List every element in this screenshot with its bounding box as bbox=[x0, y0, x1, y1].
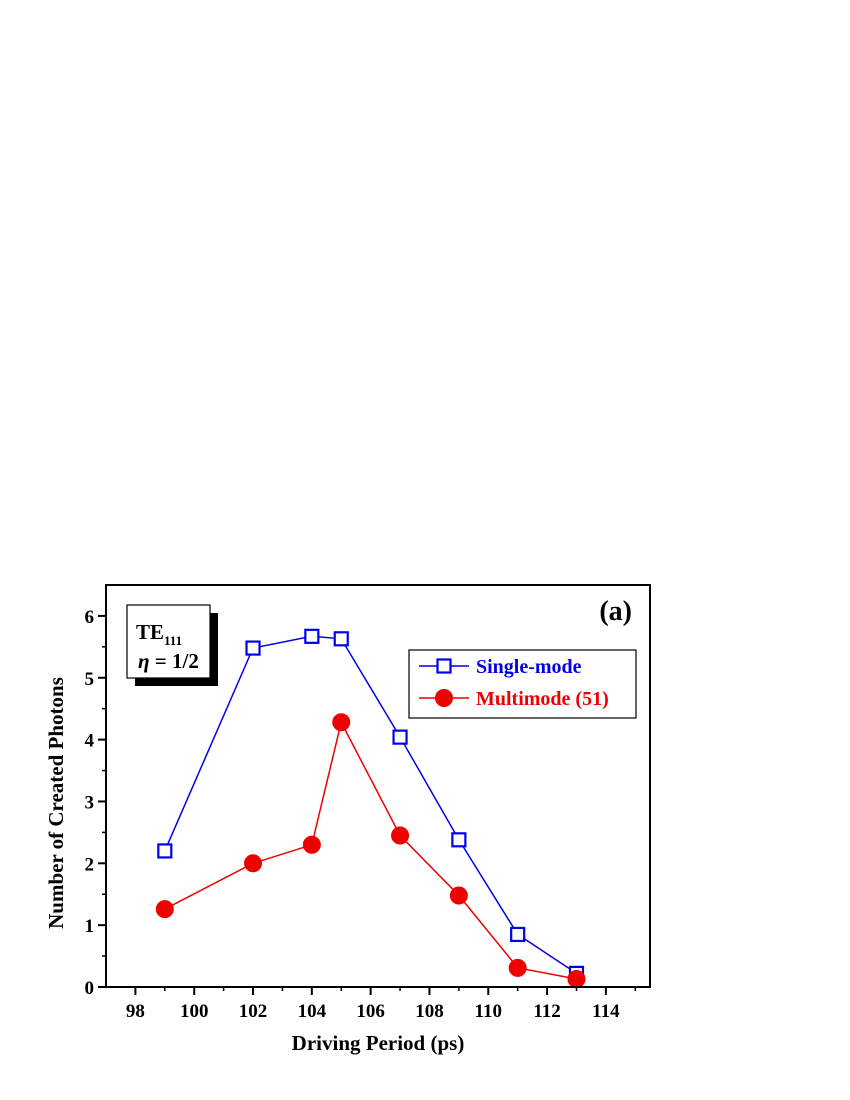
x-tick-label: 108 bbox=[415, 1001, 444, 1022]
data-point-single-mode bbox=[510, 926, 526, 943]
y-tick-label: 1 bbox=[85, 916, 95, 937]
y-tick-label: 3 bbox=[85, 792, 95, 813]
x-tick-label: 100 bbox=[180, 1001, 209, 1022]
data-point-multimode-51 bbox=[508, 958, 527, 977]
data-point-single-mode bbox=[245, 640, 261, 656]
data-point-single-mode bbox=[157, 843, 173, 859]
series-layer bbox=[155, 628, 586, 988]
x-axis-title: Driving Period (ps) bbox=[292, 1031, 465, 1055]
x-tick-label: 98 bbox=[126, 1001, 145, 1022]
data-point-multimode-51 bbox=[567, 969, 586, 988]
series-line-multimode-51 bbox=[164, 720, 577, 980]
y-tick-label: 4 bbox=[85, 731, 95, 752]
plot-frame bbox=[105, 584, 651, 988]
data-point-multimode-51 bbox=[302, 835, 321, 854]
legend: Single-mode Multimode (51) bbox=[408, 649, 637, 719]
x-tick-label: 114 bbox=[592, 1001, 620, 1022]
legend-marker-single-mode bbox=[436, 658, 452, 674]
y-tick-label: 0 bbox=[85, 978, 95, 999]
legend-label-multimode: Multimode (51) bbox=[476, 688, 609, 710]
legend-label-single-mode: Single-mode bbox=[476, 656, 582, 678]
data-point-multimode-51 bbox=[391, 826, 410, 845]
info-box-eta: η = 1/2 bbox=[138, 649, 199, 673]
info-box-mode: TE111 bbox=[136, 620, 182, 648]
x-tick-label: 102 bbox=[239, 1001, 268, 1022]
data-point-single-mode bbox=[304, 628, 320, 644]
data-point-single-mode bbox=[392, 729, 408, 745]
info-box-frame bbox=[126, 604, 211, 679]
legend-marker-multimode bbox=[435, 689, 453, 707]
x-tick-label: 104 bbox=[298, 1001, 327, 1022]
data-point-multimode-51 bbox=[244, 854, 263, 873]
x-tick-label: 106 bbox=[356, 1001, 385, 1022]
y-tick-label: 5 bbox=[85, 669, 95, 690]
panel-label: (a) bbox=[599, 596, 632, 627]
x-tick-label: 112 bbox=[533, 1001, 560, 1022]
tick-layer: 98 100 102 104 106 108 110 112 114 0 1 2 3 4 5 6 bbox=[85, 607, 637, 1022]
y-tick-label: 6 bbox=[85, 607, 95, 628]
data-point-single-mode bbox=[451, 832, 467, 848]
data-point-multimode-51 bbox=[155, 900, 174, 919]
series-line-single-mode bbox=[164, 635, 577, 975]
data-point-single-mode bbox=[333, 631, 349, 647]
data-point-multimode-51 bbox=[332, 713, 351, 732]
info-box: TE111 η = 1/2 bbox=[126, 604, 218, 686]
y-axis-title: Number of Created Photons bbox=[44, 677, 68, 929]
data-point-multimode-51 bbox=[449, 886, 468, 905]
y-tick-label: 2 bbox=[85, 854, 95, 875]
x-tick-label: 110 bbox=[475, 1001, 502, 1022]
